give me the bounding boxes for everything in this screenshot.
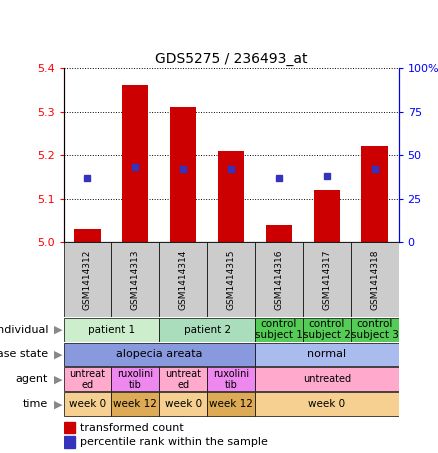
Bar xyxy=(64,437,75,448)
Bar xyxy=(111,392,159,416)
Bar xyxy=(159,392,207,416)
Text: agent: agent xyxy=(16,374,48,385)
Text: GSM1414317: GSM1414317 xyxy=(322,250,331,310)
Bar xyxy=(64,242,111,317)
Text: GSM1414315: GSM1414315 xyxy=(226,250,236,310)
Text: ▶: ▶ xyxy=(54,374,63,385)
Bar xyxy=(351,318,399,342)
Text: normal: normal xyxy=(307,349,346,360)
Bar xyxy=(207,392,255,416)
Text: patient 1: patient 1 xyxy=(88,324,135,335)
Text: time: time xyxy=(23,399,48,410)
Text: ▶: ▶ xyxy=(54,349,63,360)
Bar xyxy=(64,422,75,433)
Text: control
subject 3: control subject 3 xyxy=(351,319,399,340)
Text: week 0: week 0 xyxy=(165,399,202,410)
Text: untreat
ed: untreat ed xyxy=(165,369,201,390)
Bar xyxy=(207,367,255,391)
Text: ruxolini
tib: ruxolini tib xyxy=(117,369,153,390)
Text: GSM1414312: GSM1414312 xyxy=(83,250,92,310)
Bar xyxy=(207,242,255,317)
Bar xyxy=(111,242,159,317)
Bar xyxy=(122,85,148,242)
Bar xyxy=(64,367,111,391)
Text: ▶: ▶ xyxy=(54,399,63,410)
Text: week 12: week 12 xyxy=(113,399,157,410)
Bar xyxy=(255,318,303,342)
Bar xyxy=(303,318,351,342)
Text: transformed count: transformed count xyxy=(80,423,184,433)
Title: GDS5275 / 236493_at: GDS5275 / 236493_at xyxy=(155,52,307,66)
Text: GSM1414314: GSM1414314 xyxy=(179,250,187,310)
Text: GSM1414313: GSM1414313 xyxy=(131,250,140,310)
Text: ruxolini
tib: ruxolini tib xyxy=(213,369,249,390)
Text: untreated: untreated xyxy=(303,374,351,385)
Bar xyxy=(255,392,399,416)
Text: control
subject 1: control subject 1 xyxy=(255,319,303,340)
Text: week 0: week 0 xyxy=(69,399,106,410)
Text: week 12: week 12 xyxy=(209,399,253,410)
Bar xyxy=(266,225,292,242)
Bar xyxy=(159,242,207,317)
Bar xyxy=(64,342,255,366)
Text: individual: individual xyxy=(0,324,48,335)
Text: GSM1414318: GSM1414318 xyxy=(370,250,379,310)
Bar xyxy=(361,146,388,242)
Text: GSM1414316: GSM1414316 xyxy=(275,250,283,310)
Text: week 0: week 0 xyxy=(308,399,345,410)
Bar xyxy=(255,342,399,366)
Bar xyxy=(255,242,303,317)
Bar xyxy=(351,242,399,317)
Text: alopecia areata: alopecia areata xyxy=(116,349,202,360)
Bar xyxy=(218,151,244,242)
Text: untreat
ed: untreat ed xyxy=(70,369,106,390)
Bar xyxy=(74,229,101,242)
Bar xyxy=(303,242,351,317)
Text: ▶: ▶ xyxy=(54,324,63,335)
Text: patient 2: patient 2 xyxy=(184,324,231,335)
Bar xyxy=(170,107,196,242)
Bar xyxy=(64,392,111,416)
Bar xyxy=(111,367,159,391)
Bar xyxy=(64,318,159,342)
Text: control
subject 2: control subject 2 xyxy=(303,319,351,340)
Bar xyxy=(159,367,207,391)
Text: percentile rank within the sample: percentile rank within the sample xyxy=(80,437,268,447)
Text: disease state: disease state xyxy=(0,349,48,360)
Bar xyxy=(314,190,340,242)
Bar xyxy=(159,318,255,342)
Bar xyxy=(255,367,399,391)
